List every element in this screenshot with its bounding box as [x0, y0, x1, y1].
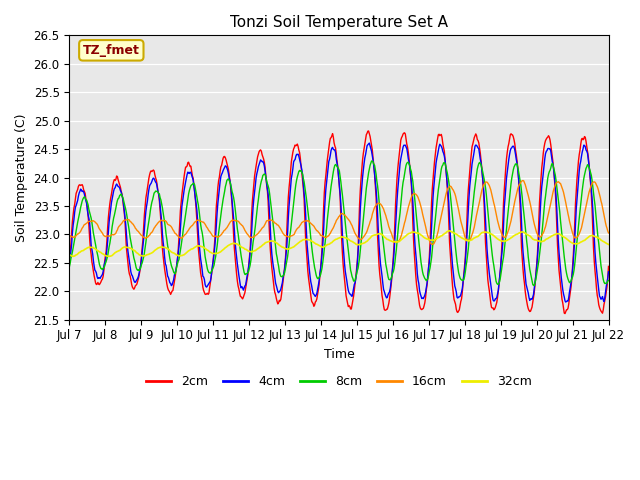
- 4cm: [76, 190, 83, 196]
- 2cm: [605, 264, 612, 269]
- 32cm: [104, 253, 112, 259]
- 2cm: [131, 285, 138, 291]
- 8cm: [421, 276, 429, 281]
- 8cm: [605, 277, 612, 283]
- 16cm: [519, 178, 527, 183]
- 4cm: [421, 292, 429, 298]
- 4cm: [562, 299, 570, 305]
- 2cm: [76, 182, 83, 188]
- 8cm: [186, 188, 193, 193]
- Text: TZ_fmet: TZ_fmet: [83, 44, 140, 57]
- 8cm: [405, 161, 413, 167]
- 2cm: [186, 162, 193, 168]
- 2cm: [214, 184, 221, 190]
- 32cm: [215, 250, 223, 256]
- 8cm: [65, 264, 73, 270]
- 2cm: [65, 249, 73, 255]
- Line: 16cm: 16cm: [69, 180, 609, 244]
- Line: 2cm: 2cm: [69, 131, 609, 313]
- Title: Tonzi Soil Temperature Set A: Tonzi Soil Temperature Set A: [230, 15, 448, 30]
- 16cm: [186, 226, 193, 231]
- 32cm: [405, 230, 413, 236]
- 32cm: [65, 252, 73, 258]
- 4cm: [131, 279, 138, 285]
- Line: 4cm: 4cm: [69, 143, 609, 302]
- 16cm: [605, 230, 612, 236]
- 16cm: [404, 204, 412, 210]
- 16cm: [131, 224, 138, 229]
- 16cm: [76, 230, 83, 236]
- 8cm: [131, 258, 138, 264]
- 4cm: [605, 269, 612, 275]
- 4cm: [65, 257, 73, 263]
- 8cm: [530, 283, 538, 288]
- 8cm: [214, 236, 221, 242]
- Line: 32cm: 32cm: [69, 231, 609, 256]
- X-axis label: Time: Time: [324, 348, 355, 361]
- 32cm: [605, 241, 612, 247]
- Y-axis label: Soil Temperature (C): Soil Temperature (C): [15, 113, 28, 242]
- 4cm: [365, 140, 373, 146]
- Line: 8cm: 8cm: [69, 161, 609, 286]
- 32cm: [132, 249, 140, 254]
- 32cm: [445, 228, 452, 234]
- 16cm: [65, 233, 73, 239]
- 32cm: [76, 250, 83, 255]
- 2cm: [561, 311, 569, 316]
- 16cm: [420, 217, 428, 223]
- 2cm: [405, 156, 413, 162]
- 2cm: [365, 128, 372, 134]
- 4cm: [405, 159, 413, 165]
- 16cm: [428, 241, 436, 247]
- 16cm: [214, 234, 221, 240]
- 32cm: [186, 247, 194, 253]
- 4cm: [186, 170, 193, 176]
- 2cm: [421, 300, 429, 306]
- 32cm: [421, 235, 429, 241]
- 8cm: [368, 158, 376, 164]
- 4cm: [214, 201, 221, 206]
- Legend: 2cm, 4cm, 8cm, 16cm, 32cm: 2cm, 4cm, 8cm, 16cm, 32cm: [141, 370, 537, 393]
- 8cm: [76, 212, 83, 218]
